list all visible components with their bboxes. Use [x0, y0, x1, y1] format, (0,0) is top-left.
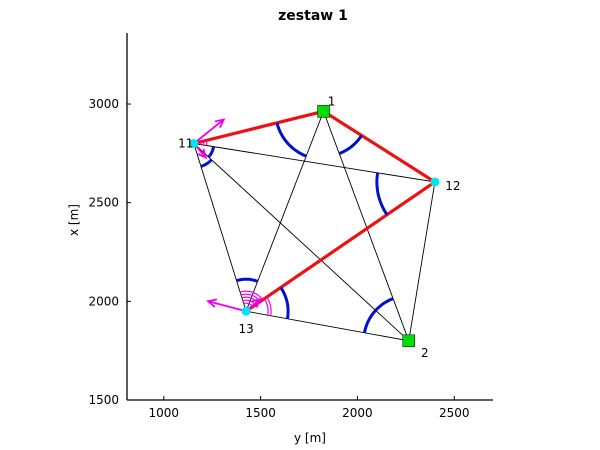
highlighted-line — [244, 180, 437, 313]
x-tick-label: 2000 — [342, 406, 373, 420]
y-tick-label: 2000 — [88, 294, 119, 308]
angle-arc — [363, 297, 394, 334]
x-axis-label: y [m] — [294, 431, 326, 445]
angle-arc — [200, 158, 213, 168]
angle-arc — [275, 122, 307, 158]
magenta-angle-arc — [242, 299, 256, 306]
y-tick-label: 3000 — [88, 97, 119, 111]
y-tick-label: 1500 — [88, 393, 119, 407]
point-label: 2 — [421, 346, 429, 360]
magenta-angle-arc — [239, 290, 264, 301]
control-point-marker — [317, 105, 330, 118]
point-label: 12 — [445, 179, 460, 193]
magenta-arrow-head — [214, 118, 226, 128]
network-line — [323, 111, 410, 341]
point-label: 1 — [328, 94, 336, 108]
new-point-marker — [189, 138, 199, 148]
network-line — [193, 143, 247, 312]
network-line — [408, 181, 436, 341]
new-point-marker — [241, 306, 251, 316]
magenta-arrow-short-head — [197, 148, 208, 160]
chart-title: zestaw 1 — [278, 8, 348, 24]
angle-arc — [236, 277, 259, 283]
y-axis-label: x [m] — [67, 204, 81, 236]
magenta-arrow-short-head — [251, 297, 262, 308]
angle-arc — [375, 172, 389, 216]
point-label: 11 — [178, 136, 193, 150]
magenta-angle-arc — [266, 296, 272, 316]
magenta-arrow — [207, 300, 247, 313]
highlighted-line — [321, 109, 437, 184]
network-line — [193, 143, 410, 342]
x-tick-label: 1000 — [149, 406, 180, 420]
network-line — [193, 143, 435, 183]
magenta-arrow-head — [206, 298, 218, 308]
angle-arc — [338, 134, 363, 155]
angle-arc — [279, 286, 290, 319]
network-line — [246, 310, 409, 342]
angle-arc — [207, 146, 216, 159]
network-line — [245, 111, 324, 312]
point-label: 13 — [238, 322, 253, 336]
new-point-marker — [430, 177, 440, 187]
control-point-marker — [402, 334, 416, 348]
x-tick-label: 1500 — [245, 406, 276, 420]
highlighted-line — [192, 109, 326, 146]
magenta-arrow — [193, 118, 225, 145]
x-tick-label: 2500 — [439, 406, 470, 420]
y-tick-label: 2500 — [88, 196, 119, 210]
magenta-angle-arc — [263, 298, 269, 316]
